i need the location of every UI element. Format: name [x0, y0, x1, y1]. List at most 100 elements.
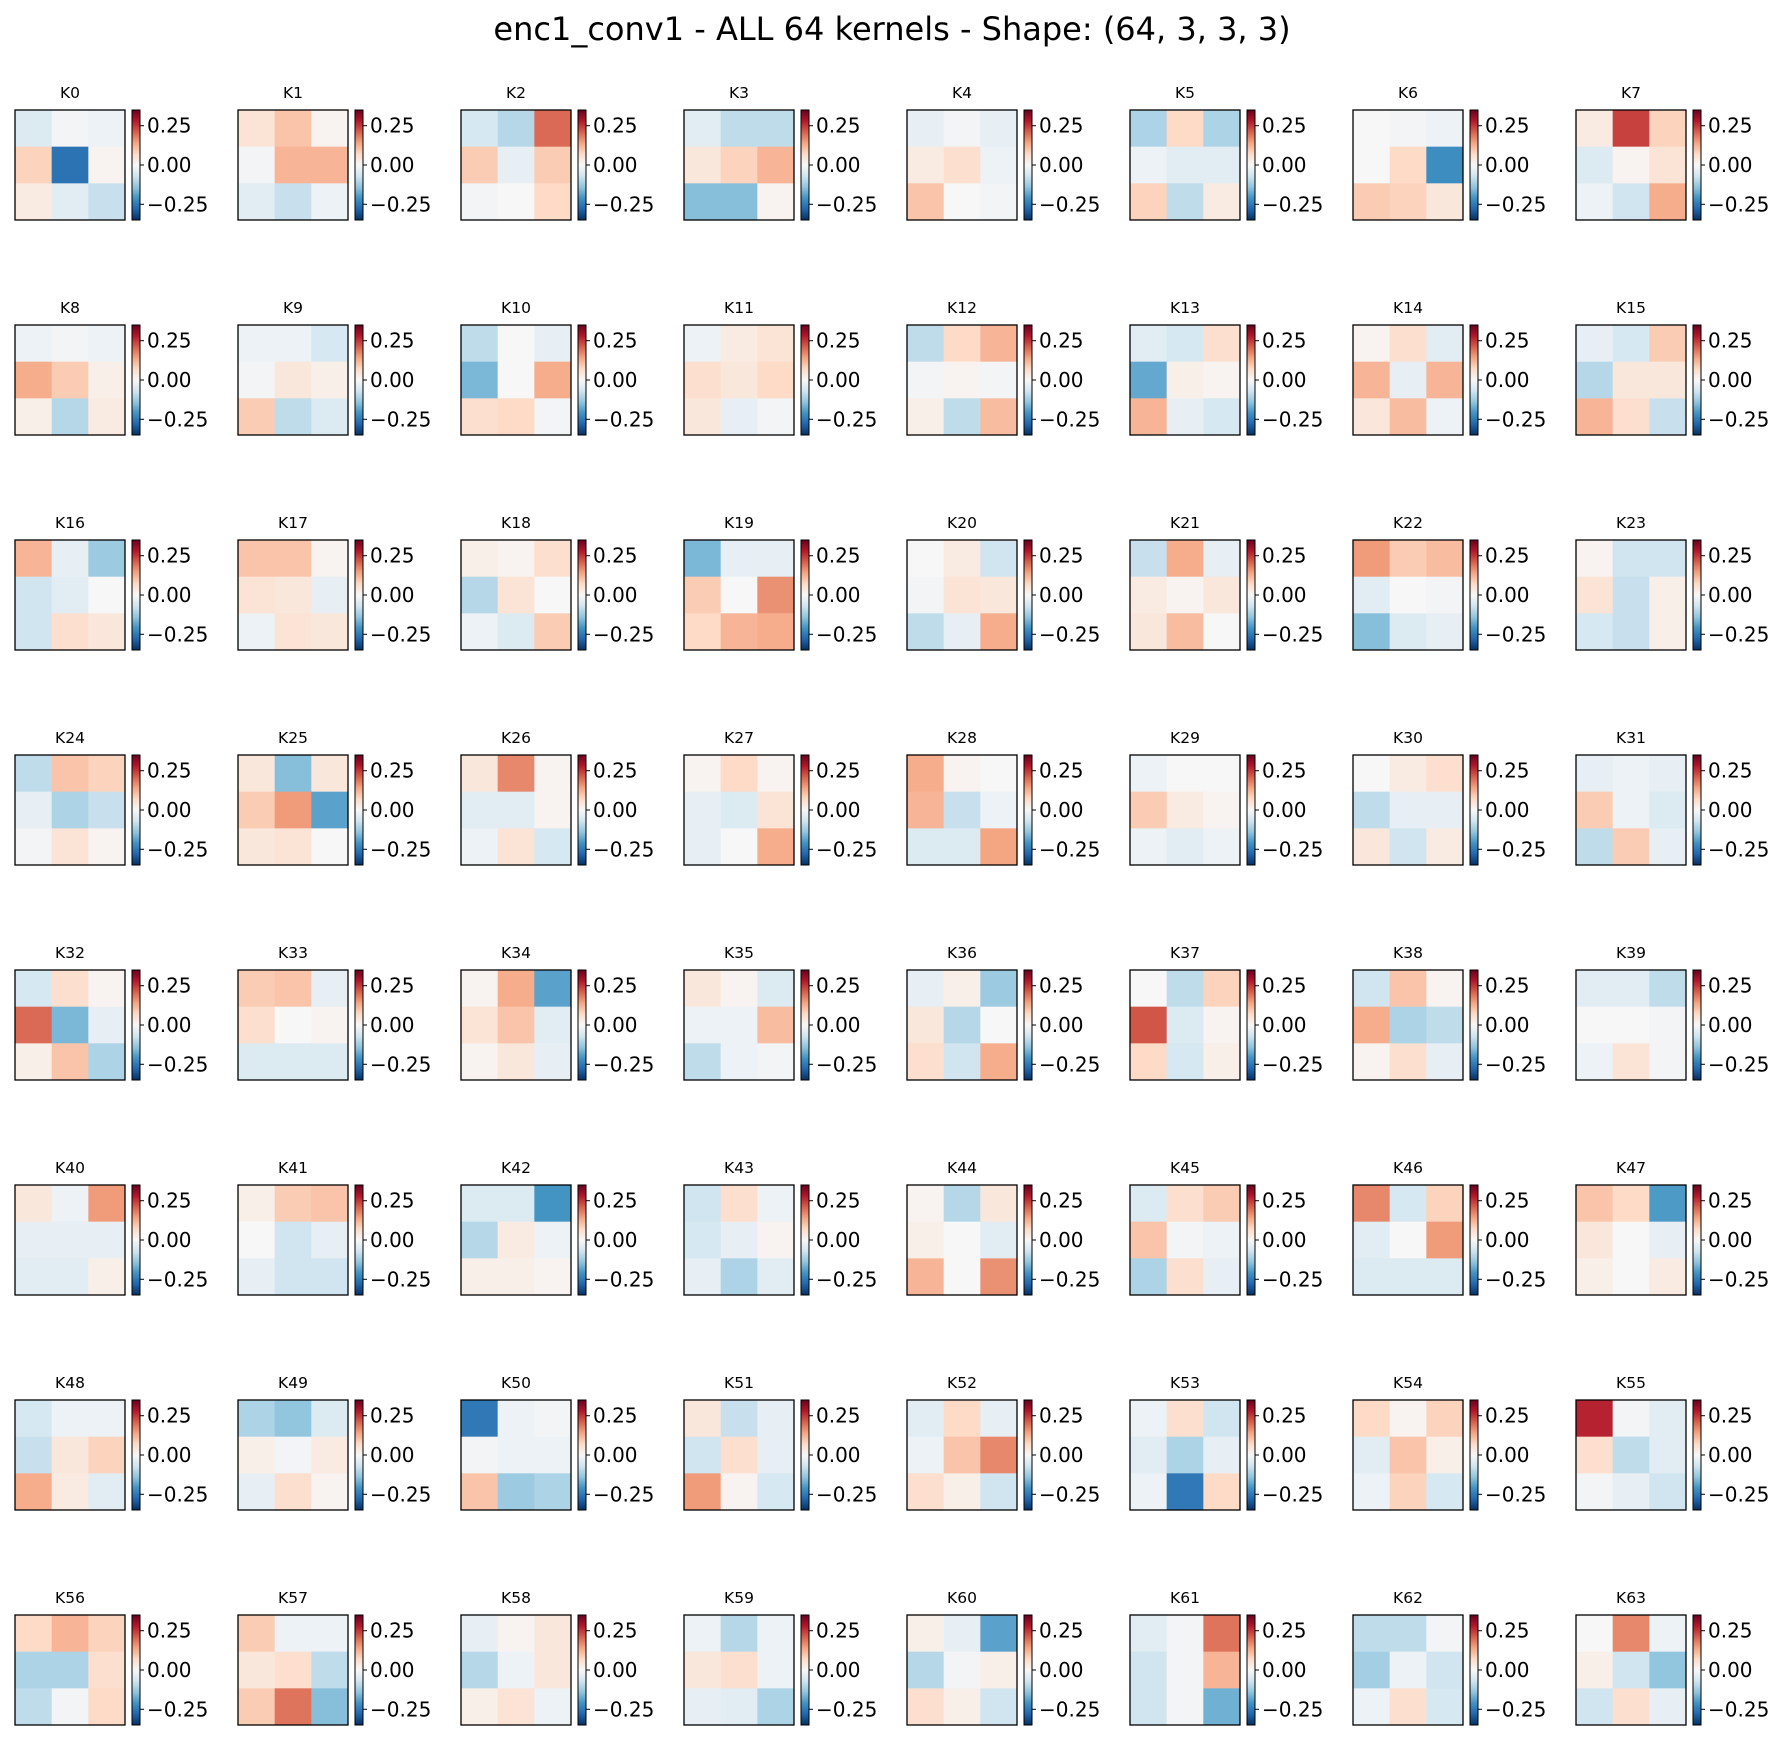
- heatmap-cell: [1576, 1258, 1614, 1296]
- heatmap-cell: [1353, 1258, 1391, 1296]
- heatmap-frame: [683, 1614, 795, 1726]
- heatmap-frame: [906, 1614, 1018, 1726]
- colorbar-tick-label: 0.00: [1485, 153, 1530, 177]
- heatmap-cell: [720, 1006, 758, 1044]
- heatmap-cell: [51, 828, 89, 866]
- heatmap-cell: [1426, 540, 1464, 578]
- heatmap-cell: [1389, 1185, 1427, 1223]
- heatmap-cell: [274, 576, 312, 614]
- heatmap-cell: [1389, 398, 1427, 436]
- heatmap-cell: [1203, 110, 1241, 148]
- heatmap-cell: [1203, 576, 1241, 614]
- heatmap-cell: [1130, 1615, 1168, 1653]
- heatmap-cell: [461, 828, 499, 866]
- colorbar-tick-label: 0.25: [816, 1404, 861, 1428]
- heatmap-cell: [720, 1185, 758, 1223]
- heatmap-cell: [1166, 1043, 1204, 1081]
- colorbar-tick-label: −0.25: [370, 622, 431, 646]
- colorbar-tick-label: 0.25: [1485, 1619, 1530, 1643]
- heatmap-cell: [943, 110, 981, 148]
- heatmap-cell: [943, 361, 981, 399]
- heatmap-cell: [461, 1473, 499, 1511]
- heatmap-cell: [1166, 1221, 1204, 1259]
- colorbar: [1469, 1614, 1479, 1726]
- heatmap-cell: [51, 613, 89, 651]
- colorbar-tick-label: 0.25: [1708, 1189, 1753, 1213]
- colorbar-tick-label: 0.25: [1485, 1404, 1530, 1428]
- colorbar-tick-label: 0.25: [593, 1619, 638, 1643]
- colorbar-tick-label: 0.00: [1708, 153, 1753, 177]
- heatmap-frame: [1575, 1184, 1687, 1296]
- heatmap-cell: [51, 361, 89, 399]
- kernel-label: K43: [724, 1159, 754, 1177]
- colorbar-tick-label: 0.00: [1485, 583, 1530, 607]
- heatmap-frame: [1129, 324, 1241, 436]
- heatmap-cell: [534, 398, 572, 436]
- heatmap-cell: [1130, 361, 1168, 399]
- colorbar-tick-label: 0.25: [816, 544, 861, 568]
- kernel-label: K63: [1616, 1589, 1646, 1607]
- kernel-label: K40: [55, 1159, 85, 1177]
- heatmap-cell: [757, 183, 795, 221]
- heatmap-cell: [497, 1400, 535, 1438]
- heatmap-cell: [720, 1436, 758, 1474]
- kernel-label: K39: [1616, 944, 1646, 962]
- colorbar-tick-label: −0.25: [1708, 192, 1769, 216]
- heatmap-cell: [1389, 791, 1427, 829]
- heatmap-cell: [907, 1436, 945, 1474]
- colorbar: [1246, 109, 1256, 221]
- heatmap-cell: [311, 1651, 349, 1689]
- heatmap-cell: [1353, 110, 1391, 148]
- colorbar-tick-label: −0.25: [1708, 1052, 1769, 1076]
- heatmap-cell: [534, 1436, 572, 1474]
- heatmap-cell: [1389, 1258, 1427, 1296]
- heatmap-frame: [237, 1399, 349, 1511]
- heatmap-cell: [51, 1221, 89, 1259]
- colorbar-tick-label: 0.00: [816, 1228, 861, 1252]
- heatmap-cell: [15, 1043, 53, 1081]
- heatmap-cell: [497, 325, 535, 363]
- kernel-panel: K13 0.25 0.00 −0.25: [1129, 299, 1323, 436]
- heatmap-cell: [1353, 1688, 1391, 1726]
- heatmap-frame: [1352, 969, 1464, 1081]
- heatmap-cell: [51, 1473, 89, 1511]
- heatmap-cell: [1612, 1651, 1650, 1689]
- kernel-panel: K44 0.25 0.00 −0.25: [906, 1159, 1100, 1296]
- heatmap-cell: [1649, 1651, 1687, 1689]
- kernel-panel: K60 0.25 0.00 −0.25: [906, 1589, 1100, 1726]
- kernel-label: K26: [501, 729, 531, 747]
- colorbar-tick-label: −0.25: [593, 407, 654, 431]
- heatmap-frame: [1352, 1399, 1464, 1511]
- colorbar-tick-label: 0.00: [1039, 1443, 1084, 1467]
- kernel-panel: K23 0.25 0.00 −0.25: [1575, 514, 1769, 651]
- heatmap-frame: [460, 109, 572, 221]
- heatmap-frame: [237, 324, 349, 436]
- heatmap-cell: [720, 828, 758, 866]
- colorbar: [354, 1399, 364, 1511]
- heatmap-cell: [1649, 970, 1687, 1008]
- colorbar-tick-label: 0.00: [1039, 1013, 1084, 1037]
- kernel-panel: K49 0.25 0.00 −0.25: [237, 1374, 431, 1511]
- heatmap-cell: [497, 540, 535, 578]
- heatmap-cell: [1389, 361, 1427, 399]
- kernel-label: K32: [55, 944, 85, 962]
- heatmap-cell: [274, 1043, 312, 1081]
- heatmap-cell: [1576, 1185, 1614, 1223]
- heatmap-cell: [1426, 1221, 1464, 1259]
- colorbar-tick-label: −0.25: [1262, 1482, 1323, 1506]
- colorbar-tick-label: 0.25: [147, 974, 192, 998]
- kernel-label: K27: [724, 729, 754, 747]
- colorbar: [354, 969, 364, 1081]
- heatmap-cell: [1649, 1221, 1687, 1259]
- colorbar-tick-label: 0.25: [593, 759, 638, 783]
- kernel-panel: K51 0.25 0.00 −0.25: [683, 1374, 877, 1511]
- colorbar-tick-label: −0.25: [593, 1052, 654, 1076]
- kernel-label: K34: [501, 944, 531, 962]
- heatmap-cell: [1389, 1221, 1427, 1259]
- heatmap-cell: [534, 540, 572, 578]
- kernel-label: K45: [1170, 1159, 1200, 1177]
- heatmap-cell: [497, 791, 535, 829]
- heatmap-cell: [534, 1043, 572, 1081]
- heatmap-cell: [88, 828, 126, 866]
